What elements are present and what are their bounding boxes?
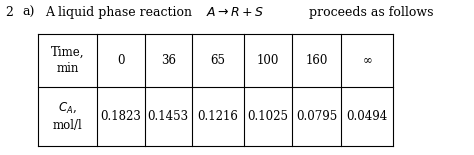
Text: 0.1823: 0.1823 — [100, 110, 141, 123]
Text: Time,
min: Time, min — [51, 45, 84, 75]
Text: ∞: ∞ — [363, 54, 372, 67]
Text: 160: 160 — [305, 54, 328, 67]
Text: 0.0494: 0.0494 — [346, 110, 388, 123]
Text: With $C_{A0}$= 0.1823mol/l, $C_{R0}$= 0 and $C_{S0}$= 55mol/l, Find the rate exp: With $C_{A0}$= 0.1823mol/l, $C_{R0}$= 0 … — [38, 153, 474, 155]
Text: 0.1453: 0.1453 — [148, 110, 189, 123]
Text: 36: 36 — [161, 54, 176, 67]
Text: 65: 65 — [210, 54, 226, 67]
Text: 2: 2 — [5, 6, 13, 19]
Text: 100: 100 — [256, 54, 279, 67]
Text: a): a) — [23, 6, 35, 19]
Text: A liquid phase reaction: A liquid phase reaction — [45, 6, 196, 19]
Text: $A \rightarrow R + S$: $A \rightarrow R + S$ — [206, 6, 264, 19]
Text: 0.1025: 0.1025 — [247, 110, 288, 123]
Text: 0: 0 — [117, 54, 125, 67]
Text: 0.0795: 0.0795 — [296, 110, 337, 123]
Text: 0.1216: 0.1216 — [198, 110, 238, 123]
Text: $C_{A}$,
mol/l: $C_{A}$, mol/l — [53, 100, 82, 132]
Text: proceeds as follows: proceeds as follows — [301, 6, 434, 19]
